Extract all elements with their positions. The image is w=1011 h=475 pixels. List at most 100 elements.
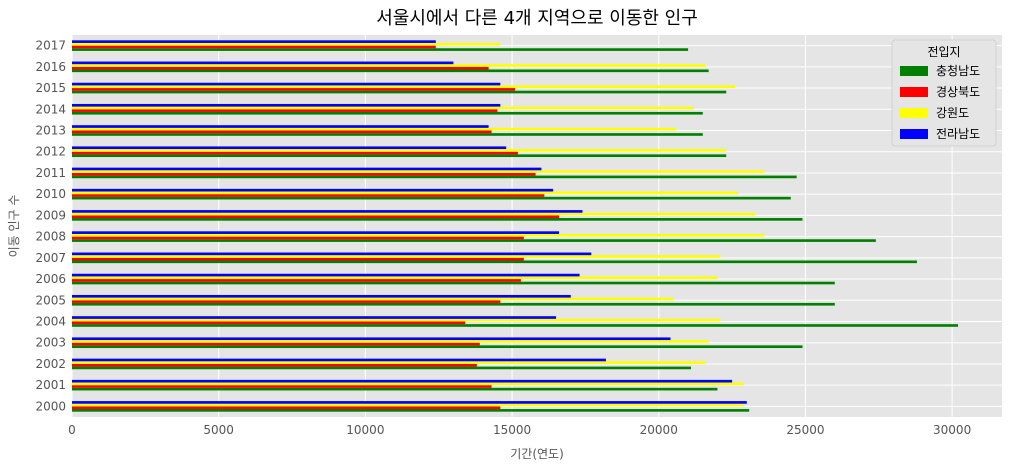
- bar: [72, 151, 518, 155]
- bar: [72, 294, 571, 298]
- bar: [72, 273, 580, 277]
- bar: [72, 363, 477, 367]
- bar: [72, 103, 501, 107]
- bar: [72, 297, 674, 301]
- bar: [72, 318, 721, 322]
- bar: [72, 257, 524, 261]
- x-tick-labels: 0 5000 10000 15000 20000 25000 30000: [68, 423, 971, 437]
- bar: [72, 236, 524, 240]
- y-tick-label: 2014: [35, 102, 66, 116]
- bar: [72, 382, 744, 386]
- y-tick-label: 2012: [35, 145, 66, 159]
- bar: [72, 361, 706, 364]
- bar: [72, 167, 542, 171]
- bar: [72, 90, 727, 94]
- bar: [72, 387, 718, 391]
- bar: [72, 340, 709, 343]
- bar: [72, 188, 554, 192]
- bar: [72, 45, 436, 49]
- legend-label: 강원도: [936, 106, 969, 120]
- bar: [72, 231, 560, 234]
- bars: [72, 40, 958, 412]
- bar: [72, 133, 703, 136]
- y-tick-label: 2010: [35, 187, 66, 201]
- bar: [72, 109, 498, 112]
- y-tick-labels: 2000 2001 2002 2003 2004 2005 2006 2007 2008 2009…: [35, 39, 66, 414]
- bar: [72, 149, 727, 152]
- bar: [72, 366, 692, 370]
- bar: [72, 146, 507, 150]
- bar: [72, 321, 466, 325]
- x-tick-label: 30000: [933, 423, 971, 437]
- bar: [72, 85, 736, 89]
- bar: [72, 69, 709, 73]
- bar: [72, 406, 501, 410]
- legend-swatch: [900, 66, 928, 76]
- bar: [72, 130, 492, 134]
- bar: [72, 125, 489, 128]
- bar: [72, 111, 703, 115]
- y-tick-label: 2017: [35, 39, 66, 53]
- y-tick-label: 2003: [35, 336, 66, 350]
- y-tick-label: 2013: [35, 124, 66, 138]
- bar: [72, 401, 747, 404]
- y-tick-label: 2015: [35, 81, 66, 95]
- bar: [72, 194, 545, 197]
- x-axis-label: 기간(연도): [510, 447, 564, 461]
- bar: [72, 48, 689, 51]
- y-axis-label: 이동 인구 수: [7, 195, 21, 258]
- bar: [72, 300, 501, 303]
- chart-title: 서울시에서 다른 4개 지역으로 이동한 인구: [376, 8, 698, 29]
- bar: [72, 127, 677, 131]
- bar: [72, 358, 606, 362]
- bar: [72, 170, 765, 173]
- bar: [72, 255, 721, 258]
- bar: [72, 215, 560, 219]
- bar: [72, 40, 436, 43]
- x-tick-label: 10000: [346, 423, 384, 437]
- bar: [72, 233, 765, 237]
- legend-label: 전라남도: [936, 127, 980, 141]
- x-tick-label: 15000: [493, 423, 531, 437]
- legend-swatch: [900, 87, 928, 97]
- y-tick-label: 2000: [35, 399, 66, 413]
- legend-swatch: [900, 129, 928, 139]
- bar: [72, 302, 835, 306]
- y-tick-label: 2009: [35, 208, 66, 222]
- x-tick-label: 20000: [640, 423, 678, 437]
- y-tick-label: 2002: [35, 357, 66, 371]
- bar: [72, 403, 744, 407]
- bar: [72, 42, 501, 46]
- bar: [72, 337, 671, 341]
- bar: [72, 279, 521, 282]
- bar: [72, 88, 515, 91]
- bar: [72, 175, 797, 179]
- x-tick-label: 0: [68, 423, 76, 437]
- bar: [72, 210, 583, 213]
- y-tick-label: 2004: [35, 315, 66, 329]
- legend-label: 경상북도: [936, 85, 980, 99]
- bar: [72, 409, 750, 412]
- bar: [72, 82, 501, 86]
- plot-background: [72, 35, 1002, 417]
- y-tick-label: 2006: [35, 272, 66, 286]
- y-tick-label: 2001: [35, 378, 66, 392]
- bar: [72, 196, 791, 200]
- bar: [72, 66, 489, 70]
- legend-swatch: [900, 108, 928, 118]
- bar: [72, 191, 738, 195]
- bar: [72, 316, 557, 319]
- bar: [72, 218, 803, 221]
- bar: [72, 345, 803, 349]
- y-tick-label: 2005: [35, 293, 66, 307]
- y-tick-label: 2016: [35, 60, 66, 74]
- bar: [72, 379, 733, 383]
- bar: [72, 239, 876, 242]
- bar: [72, 252, 592, 256]
- bar: [72, 64, 706, 67]
- bar: [72, 212, 756, 216]
- bar: [72, 154, 727, 158]
